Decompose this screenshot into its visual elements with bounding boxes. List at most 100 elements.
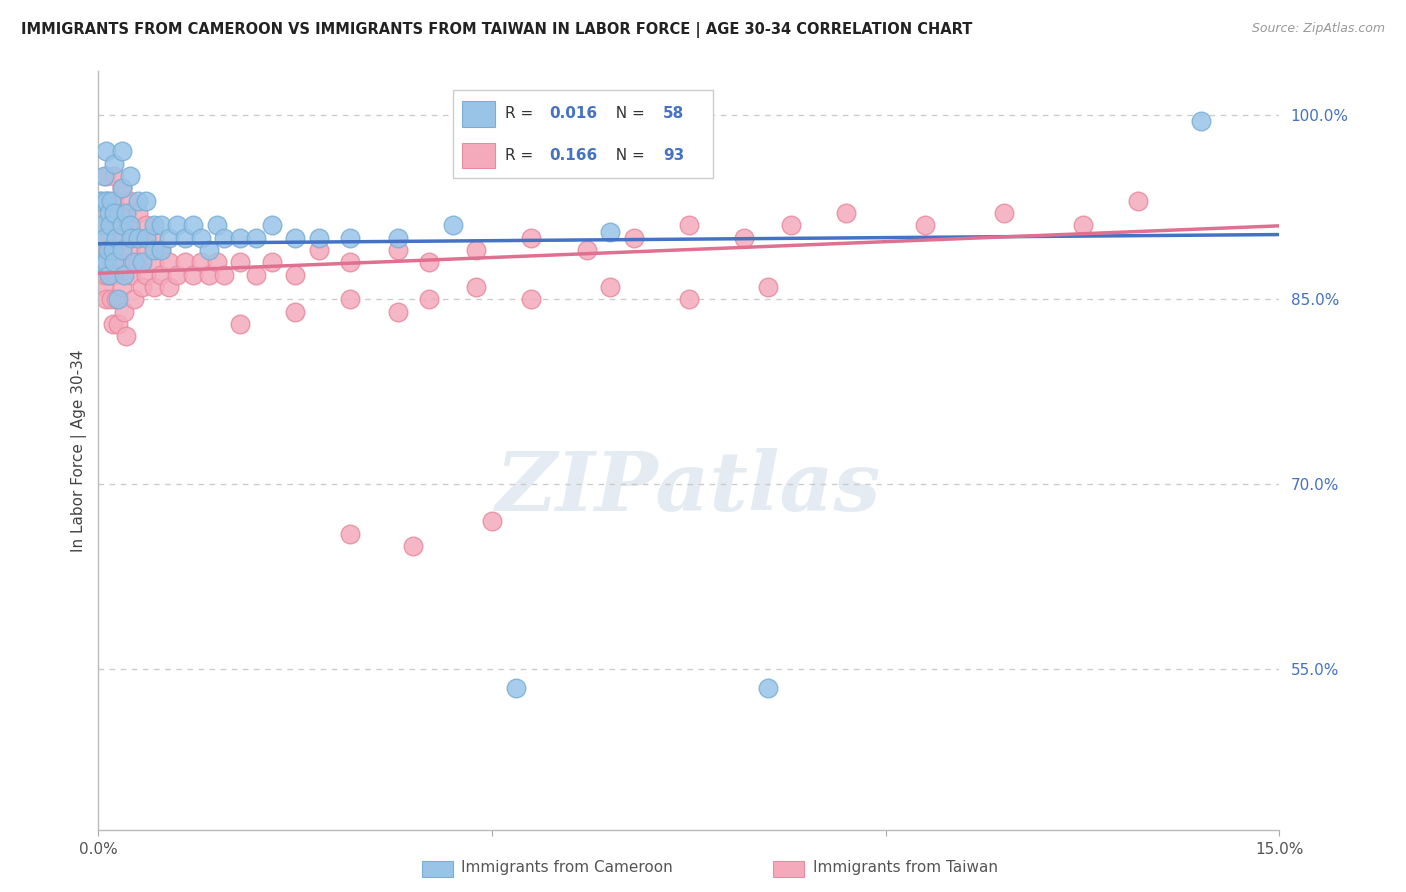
FancyBboxPatch shape: [463, 101, 495, 127]
Point: [104, 293, 127, 307]
Point: [339, 231, 361, 245]
Text: 58: 58: [664, 106, 685, 121]
Point: [190, 255, 212, 269]
Point: [520, 231, 543, 245]
Point: [1071, 219, 1094, 233]
Point: [115, 329, 138, 343]
Point: [111, 243, 134, 257]
Point: [197, 268, 219, 282]
Point: [505, 681, 527, 695]
Point: [112, 268, 135, 282]
Point: [103, 206, 125, 220]
Point: [135, 194, 157, 208]
Point: [111, 231, 134, 245]
Point: [157, 255, 180, 269]
Point: [118, 169, 141, 183]
Point: [90, 219, 112, 233]
Point: [91, 219, 114, 233]
Point: [181, 219, 204, 233]
Point: [93, 280, 115, 294]
Point: [229, 317, 252, 331]
Point: [118, 219, 141, 233]
Point: [756, 280, 779, 294]
Point: [111, 219, 134, 233]
Point: [205, 255, 228, 269]
Point: [245, 268, 267, 282]
Text: Source: ZipAtlas.com: Source: ZipAtlas.com: [1251, 22, 1385, 36]
Point: [111, 145, 134, 159]
Point: [214, 268, 236, 282]
Point: [197, 243, 219, 257]
Point: [96, 293, 118, 307]
Point: [103, 157, 125, 171]
Text: R =: R =: [505, 106, 538, 121]
Point: [122, 255, 145, 269]
Text: IMMIGRANTS FROM CAMEROON VS IMMIGRANTS FROM TAIWAN IN LABOR FORCE | AGE 30-34 CO: IMMIGRANTS FROM CAMEROON VS IMMIGRANTS F…: [21, 22, 973, 38]
Point: [91, 255, 114, 269]
Point: [142, 243, 165, 257]
Point: [205, 219, 228, 233]
Text: 93: 93: [664, 148, 685, 163]
Point: [131, 280, 153, 294]
Point: [104, 231, 127, 245]
Point: [89, 194, 111, 208]
Point: [481, 514, 503, 528]
Point: [135, 268, 157, 282]
Point: [150, 268, 173, 282]
Point: [150, 219, 173, 233]
FancyBboxPatch shape: [453, 90, 713, 178]
Point: [339, 255, 361, 269]
Point: [103, 169, 125, 183]
Point: [387, 243, 409, 257]
Point: [103, 219, 125, 233]
Point: [150, 243, 173, 257]
Point: [90, 243, 112, 257]
Point: [678, 293, 700, 307]
Point: [96, 145, 118, 159]
Text: 0.016: 0.016: [550, 106, 598, 121]
Point: [96, 169, 118, 183]
Point: [623, 231, 645, 245]
Point: [97, 206, 120, 220]
Point: [339, 293, 361, 307]
Point: [835, 206, 858, 220]
Point: [97, 243, 120, 257]
Point: [118, 194, 141, 208]
Point: [100, 194, 122, 208]
Point: [599, 280, 621, 294]
Point: [90, 194, 112, 208]
Point: [135, 231, 157, 245]
Point: [339, 526, 361, 541]
Point: [166, 219, 188, 233]
Point: [115, 206, 138, 220]
Point: [284, 305, 307, 319]
Point: [520, 293, 543, 307]
Text: ZIPatlas: ZIPatlas: [496, 449, 882, 528]
Point: [465, 280, 488, 294]
Point: [111, 255, 134, 269]
Text: R =: R =: [505, 148, 538, 163]
Point: [308, 243, 330, 257]
Point: [98, 243, 121, 257]
Point: [98, 268, 121, 282]
Point: [599, 225, 621, 239]
FancyBboxPatch shape: [463, 143, 495, 169]
Point: [214, 231, 236, 245]
Text: 0.166: 0.166: [550, 148, 598, 163]
Point: [96, 194, 118, 208]
Point: [93, 231, 115, 245]
Point: [1126, 194, 1149, 208]
Point: [118, 219, 141, 233]
Point: [245, 231, 267, 245]
Point: [107, 317, 129, 331]
Point: [166, 268, 188, 282]
Point: [131, 255, 153, 269]
Point: [418, 293, 440, 307]
Point: [91, 255, 114, 269]
Point: [127, 231, 149, 245]
Point: [127, 206, 149, 220]
Point: [127, 231, 149, 245]
Point: [91, 268, 114, 282]
Point: [122, 293, 145, 307]
Point: [174, 255, 197, 269]
